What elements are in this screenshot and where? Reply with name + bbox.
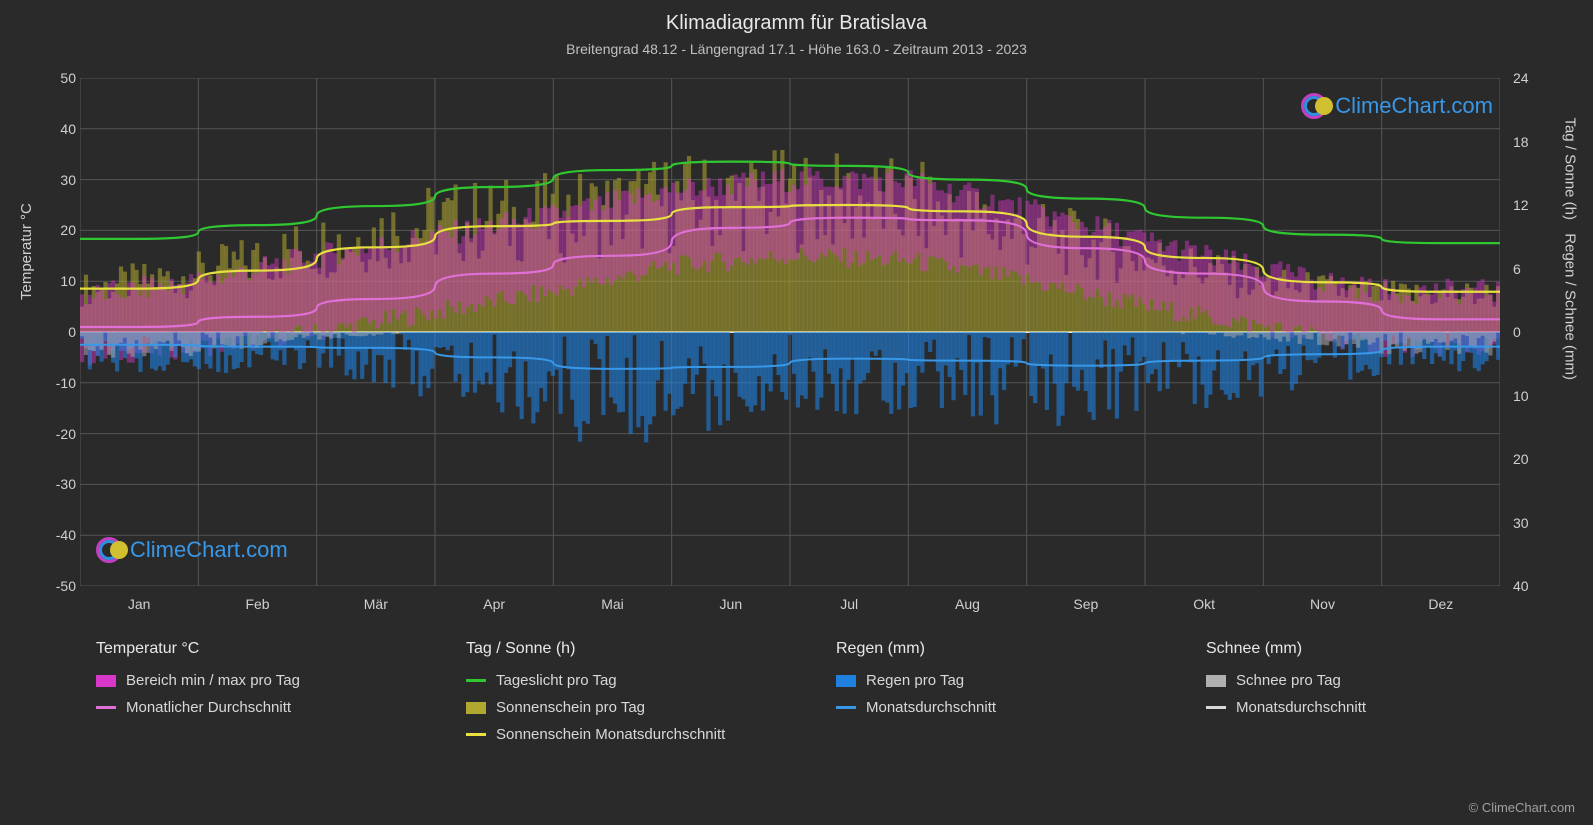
legend-item: Schnee pro Tag [1206, 672, 1516, 689]
legend-col-temperature: Temperatur °C Bereich min / max pro Tag M… [96, 640, 406, 753]
y-tick-left: 10 [60, 273, 76, 289]
y-tick-left: -40 [56, 527, 76, 543]
x-axis-month-labels: Jan Feb Mär Apr Mai Jun Jul Aug Sep Okt Nov Dez [80, 596, 1500, 620]
legend-swatch [836, 675, 856, 687]
month-label: Jun [720, 596, 743, 612]
legend-label: Tageslicht pro Tag [496, 672, 617, 689]
legend-item: Bereich min / max pro Tag [96, 672, 406, 689]
y-tick-left: 20 [60, 222, 76, 238]
y-tick-right-precip: 40 [1513, 578, 1529, 594]
y-tick-left: 0 [68, 324, 76, 340]
y-ticks-right: 0612182410203040 [1513, 78, 1549, 586]
y-tick-left: 40 [60, 121, 76, 137]
legend-swatch [96, 675, 116, 687]
legend-label: Sonnenschein Monatsdurchschnitt [496, 726, 725, 743]
month-label: Sep [1073, 596, 1098, 612]
legend-label: Bereich min / max pro Tag [126, 672, 300, 689]
y-axis-label-right-hours: Tag / Sonne (h) [1562, 117, 1579, 220]
legend-item: Monatsdurchschnitt [1206, 699, 1516, 716]
legend-swatch [836, 706, 856, 709]
legend-swatch [466, 733, 486, 736]
month-label: Aug [955, 596, 980, 612]
legend-item: Regen pro Tag [836, 672, 1146, 689]
legend-col-sun: Tag / Sonne (h) Tageslicht pro Tag Sonnen… [466, 640, 776, 753]
y-tick-left: -10 [56, 375, 76, 391]
month-label: Dez [1428, 596, 1453, 612]
climechart-logo-icon [1301, 92, 1329, 120]
y-tick-left: -50 [56, 578, 76, 594]
y-tick-left: -20 [56, 426, 76, 442]
legend-swatch [1206, 675, 1226, 687]
legend-label: Monatsdurchschnitt [866, 699, 996, 716]
legend-heading: Temperatur °C [96, 640, 406, 658]
legend-item: Monatsdurchschnitt [836, 699, 1146, 716]
legend-item: Monatlicher Durchschnitt [96, 699, 406, 716]
month-label: Mär [364, 596, 388, 612]
legend-item: Sonnenschein pro Tag [466, 699, 776, 716]
watermark-text: ClimeChart.com [1335, 93, 1493, 119]
y-ticks-left: -50-40-30-20-1001020304050 [40, 78, 76, 586]
month-label: Jan [128, 596, 151, 612]
y-tick-right-precip: 10 [1513, 388, 1529, 404]
y-tick-right-hours: 18 [1513, 134, 1529, 150]
y-tick-right-precip: 20 [1513, 451, 1529, 467]
chart-subtitle: Breitengrad 48.12 - Längengrad 17.1 - Hö… [0, 41, 1593, 57]
month-label: Jul [840, 596, 858, 612]
month-label: Okt [1193, 596, 1215, 612]
legend-label: Regen pro Tag [866, 672, 964, 689]
legend-col-snow: Schnee (mm) Schnee pro Tag Monatsdurchsch… [1206, 640, 1516, 753]
legend: Temperatur °C Bereich min / max pro Tag M… [96, 640, 1516, 753]
month-label: Apr [483, 596, 505, 612]
legend-swatch [466, 702, 486, 714]
watermark-top: ClimeChart.com [1301, 92, 1493, 120]
climechart-logo-icon [96, 536, 124, 564]
legend-swatch [466, 679, 486, 682]
legend-col-rain: Regen (mm) Regen pro Tag Monatsdurchschni… [836, 640, 1146, 753]
legend-swatch [96, 706, 116, 709]
chart-title: Klimadiagramm für Bratislava [0, 0, 1593, 35]
chart-plot-area [80, 78, 1500, 586]
copyright-text: © ClimeChart.com [1469, 800, 1575, 815]
y-tick-left: -30 [56, 476, 76, 492]
y-tick-left: 50 [60, 70, 76, 86]
month-label: Mai [601, 596, 624, 612]
watermark-bottom: ClimeChart.com [96, 536, 288, 564]
legend-heading: Schnee (mm) [1206, 640, 1516, 658]
y-tick-right-hours: 0 [1513, 324, 1521, 340]
month-label: Nov [1310, 596, 1335, 612]
legend-item: Tageslicht pro Tag [466, 672, 776, 689]
legend-label: Sonnenschein pro Tag [496, 699, 645, 716]
watermark-text: ClimeChart.com [130, 537, 288, 563]
y-axis-label-left: Temperatur °C [18, 203, 35, 300]
y-tick-right-hours: 6 [1513, 261, 1521, 277]
y-axis-label-right-precip: Regen / Schnee (mm) [1562, 233, 1579, 380]
legend-label: Schnee pro Tag [1236, 672, 1341, 689]
y-tick-right-hours: 12 [1513, 197, 1529, 213]
legend-item: Sonnenschein Monatsdurchschnitt [466, 726, 776, 743]
y-tick-right-hours: 24 [1513, 70, 1529, 86]
y-tick-right-precip: 30 [1513, 515, 1529, 531]
legend-heading: Regen (mm) [836, 640, 1146, 658]
month-label: Feb [245, 596, 269, 612]
legend-heading: Tag / Sonne (h) [466, 640, 776, 658]
legend-label: Monatlicher Durchschnitt [126, 699, 291, 716]
legend-label: Monatsdurchschnitt [1236, 699, 1366, 716]
y-tick-left: 30 [60, 172, 76, 188]
legend-swatch [1206, 706, 1226, 709]
